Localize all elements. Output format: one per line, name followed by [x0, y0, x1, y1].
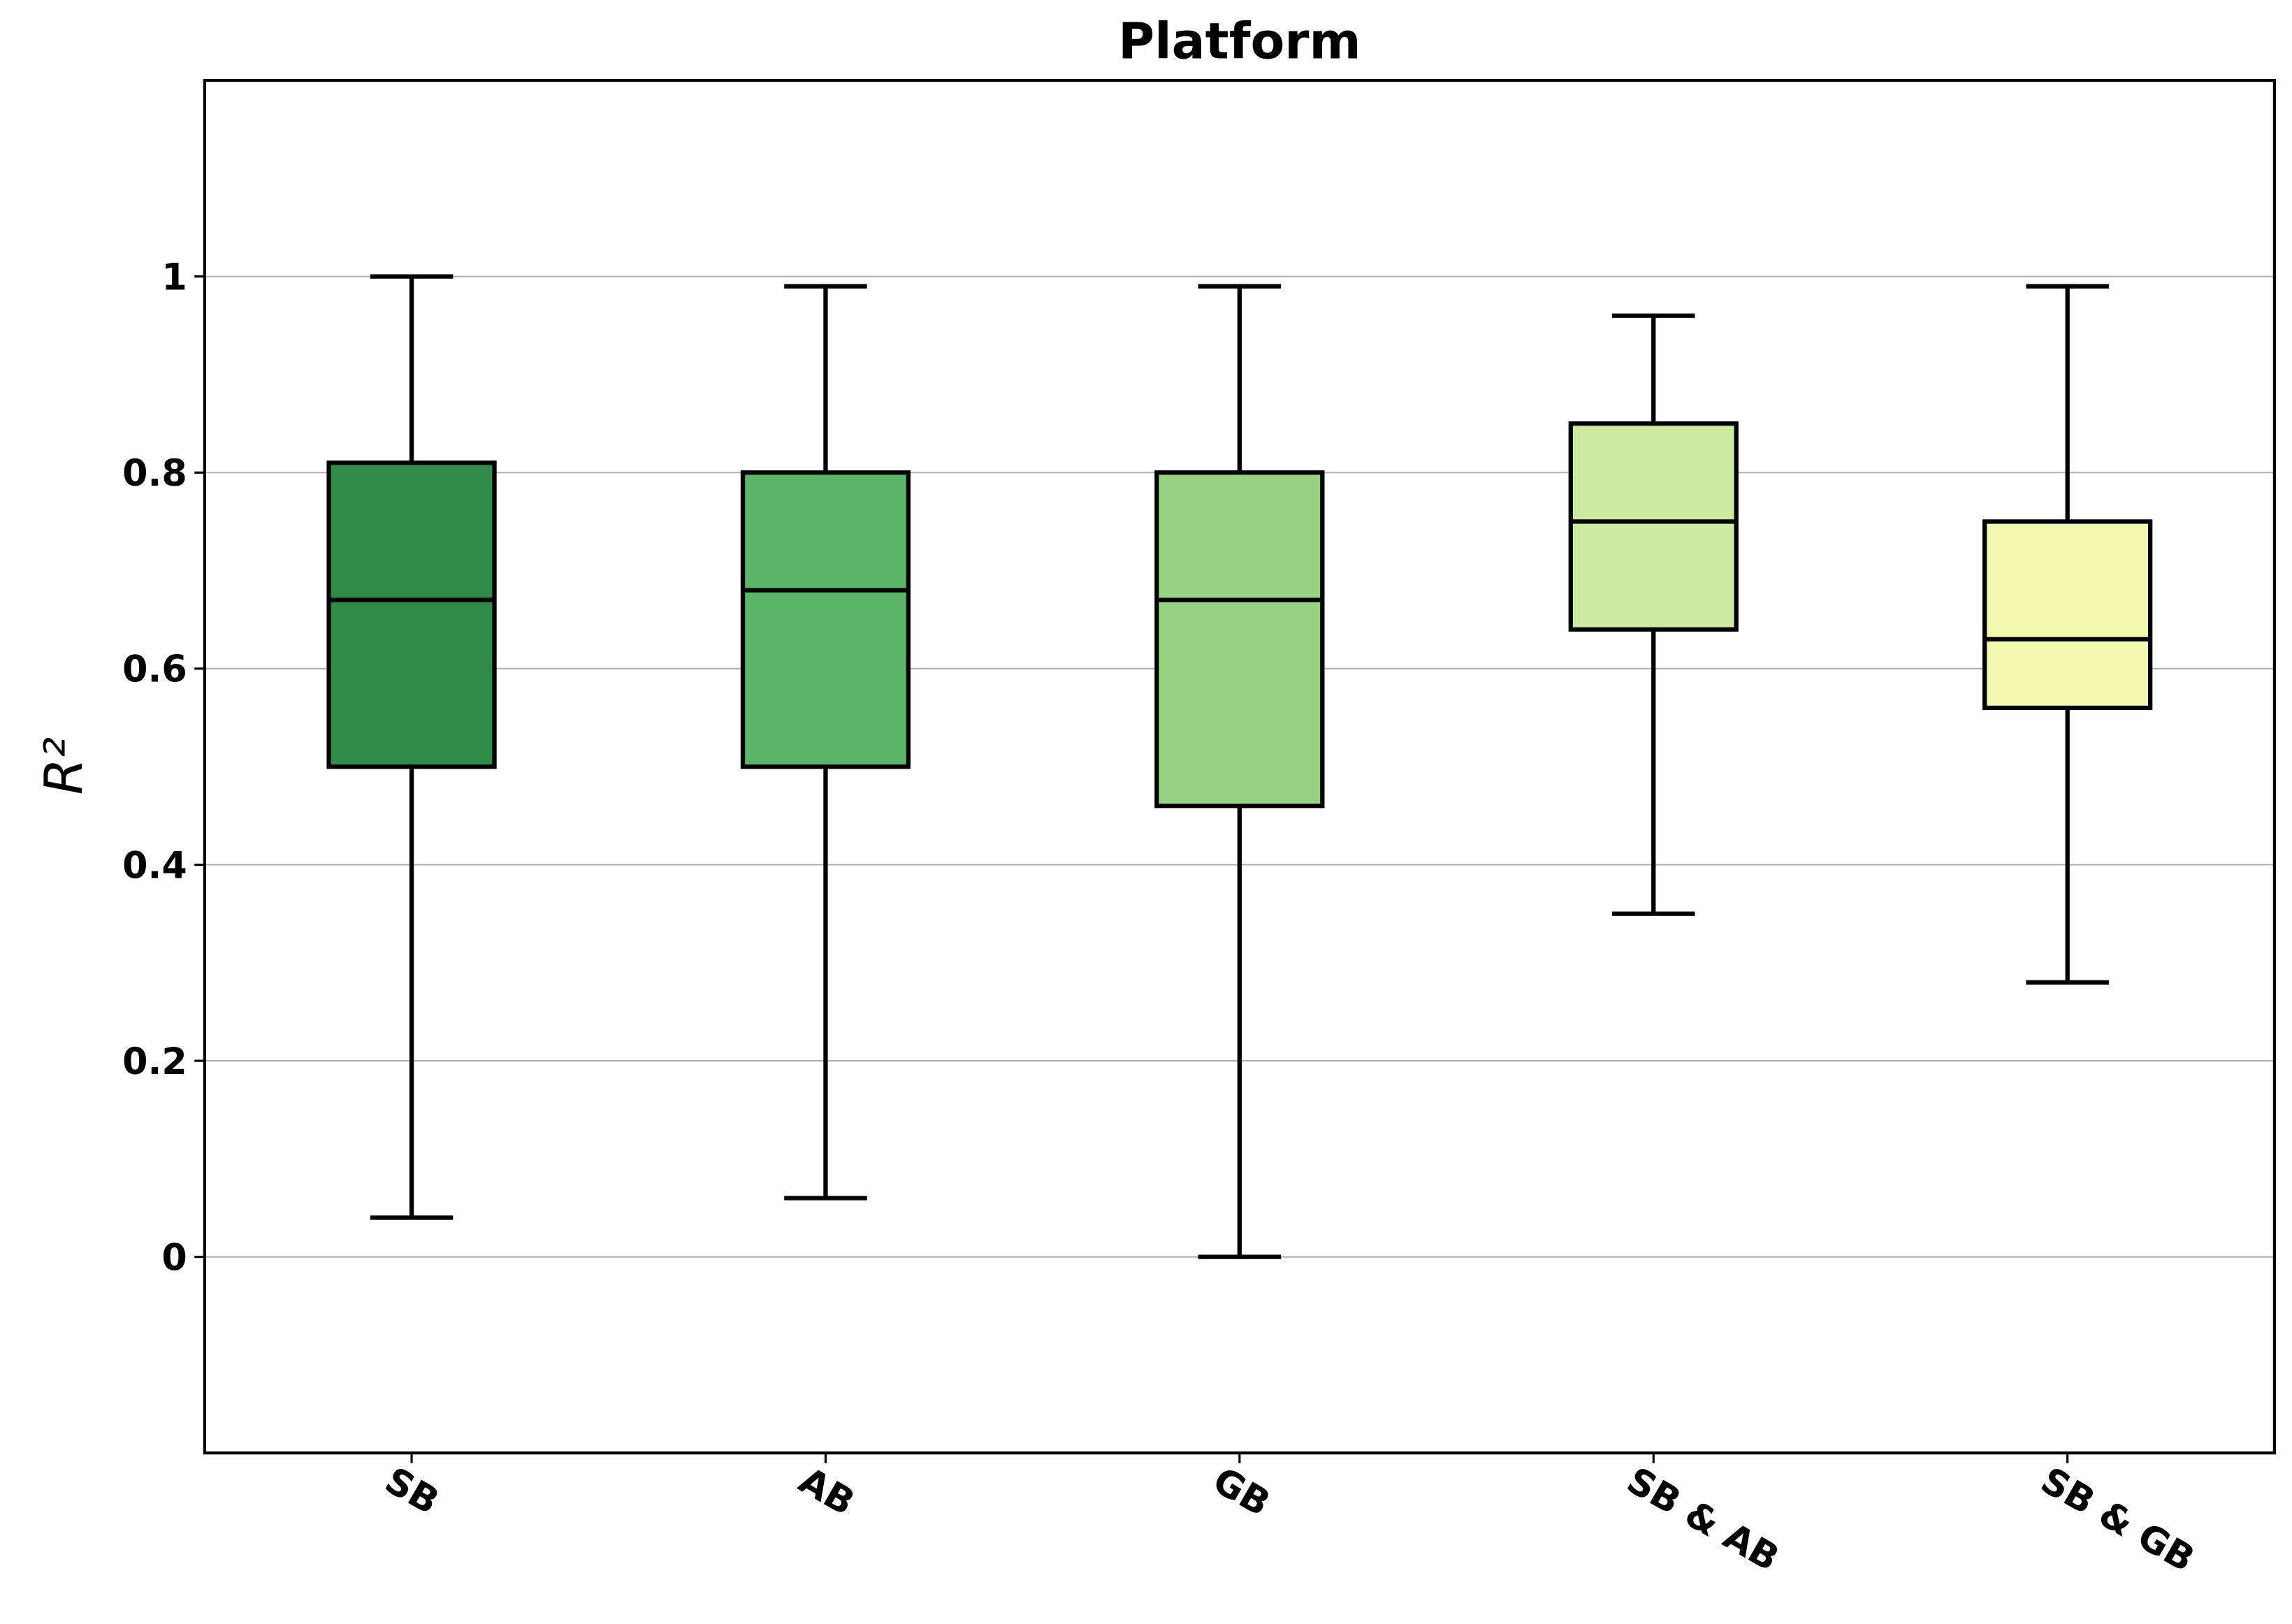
x-tick-label: SB & GB — [2033, 1459, 2201, 1581]
y-tick-label: 0.4 — [122, 844, 187, 887]
y-axis-label: R² — [33, 737, 94, 795]
x-tick-label: AB — [792, 1459, 862, 1524]
chart-title: Platform — [1118, 13, 1361, 71]
x-tick-label: GB — [1206, 1459, 1277, 1525]
y-tick-label: 0 — [161, 1236, 187, 1279]
box — [740, 470, 911, 769]
box — [1568, 421, 1739, 632]
y-tick-label: 0.2 — [122, 1041, 187, 1083]
y-tick-label: 0.8 — [122, 452, 187, 495]
x-tick-label: SB & AB — [1620, 1459, 1786, 1580]
y-tick-label: 0.6 — [122, 648, 187, 691]
x-tick-label: SB — [378, 1459, 447, 1523]
box — [1982, 519, 2153, 711]
box — [326, 461, 497, 769]
y-tick-label: 1 — [161, 256, 187, 298]
box — [1154, 470, 1325, 809]
